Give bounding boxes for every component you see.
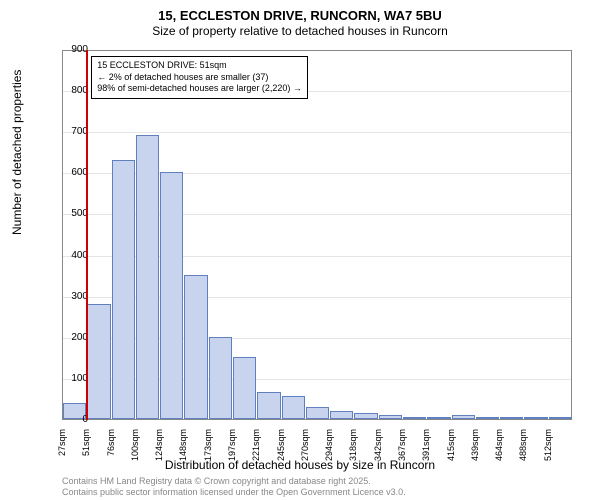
chart-title-main: 15, ECCLESTON DRIVE, RUNCORN, WA7 5BU bbox=[0, 8, 600, 23]
histogram-bar bbox=[379, 415, 402, 419]
histogram-bar bbox=[112, 160, 135, 419]
histogram-bar bbox=[136, 135, 159, 419]
footer-line-1: Contains HM Land Registry data © Crown c… bbox=[62, 476, 406, 487]
histogram-bar bbox=[282, 396, 305, 419]
y-tick-label: 800 bbox=[58, 85, 88, 96]
histogram-bar bbox=[160, 172, 183, 419]
histogram-bar bbox=[87, 304, 110, 419]
info-line-1: 15 ECCLESTON DRIVE: 51sqm bbox=[97, 60, 302, 72]
y-tick-label: 400 bbox=[58, 250, 88, 261]
histogram-bar bbox=[500, 417, 523, 419]
marker-line bbox=[86, 50, 88, 420]
histogram-bar bbox=[257, 392, 280, 419]
histogram-bar bbox=[209, 337, 232, 419]
y-tick-label: 500 bbox=[58, 208, 88, 219]
footer-line-2: Contains public sector information licen… bbox=[62, 487, 406, 498]
histogram-bar bbox=[549, 417, 572, 419]
y-tick-label: 300 bbox=[58, 291, 88, 302]
y-tick-label: 700 bbox=[58, 126, 88, 137]
histogram-bar bbox=[233, 357, 256, 419]
y-tick-label: 900 bbox=[58, 44, 88, 55]
chart-container: 15, ECCLESTON DRIVE, RUNCORN, WA7 5BU Si… bbox=[0, 0, 600, 500]
x-axis-label: Distribution of detached houses by size … bbox=[0, 458, 600, 472]
plot-area bbox=[62, 50, 572, 420]
info-box: 15 ECCLESTON DRIVE: 51sqm ← 2% of detach… bbox=[91, 56, 308, 99]
y-tick-label: 0 bbox=[58, 414, 88, 425]
info-line-3: 98% of semi-detached houses are larger (… bbox=[97, 83, 302, 95]
y-tick-label: 600 bbox=[58, 167, 88, 178]
info-line-2: ← 2% of detached houses are smaller (37) bbox=[97, 72, 302, 84]
y-tick-label: 200 bbox=[58, 332, 88, 343]
chart-title-sub: Size of property relative to detached ho… bbox=[0, 24, 600, 38]
histogram-bar bbox=[403, 417, 426, 419]
histogram-bar bbox=[452, 415, 475, 419]
histogram-bar bbox=[524, 417, 547, 419]
y-axis-label: Number of detached properties bbox=[10, 70, 24, 235]
histogram-bar bbox=[184, 275, 207, 419]
histogram-bar bbox=[306, 407, 329, 419]
histogram-bar bbox=[354, 413, 377, 419]
histogram-bar bbox=[427, 417, 450, 419]
histogram-bar bbox=[330, 411, 353, 419]
footer-text: Contains HM Land Registry data © Crown c… bbox=[62, 476, 406, 498]
y-tick-label: 100 bbox=[58, 373, 88, 384]
histogram-bar bbox=[476, 417, 499, 419]
